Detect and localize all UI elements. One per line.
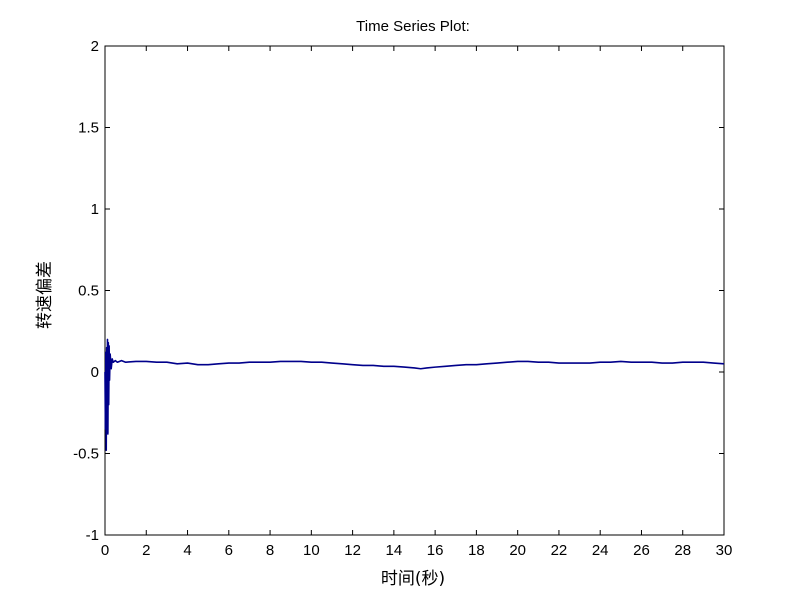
x-tick-label: 22 xyxy=(551,542,568,559)
y-tick-label: 1.5 xyxy=(78,120,99,137)
chart-title: Time Series Plot: xyxy=(356,18,470,35)
x-tick-label: 20 xyxy=(509,542,526,559)
x-tick-label: 28 xyxy=(674,542,691,559)
x-tick-label: 18 xyxy=(468,542,485,559)
y-tick-label: 0 xyxy=(91,364,99,381)
y-tick-label: 1 xyxy=(91,201,99,218)
x-tick-label: 30 xyxy=(716,542,733,559)
y-axis-label: 转速偏差 xyxy=(35,261,55,329)
y-tick-label: 0.5 xyxy=(78,283,99,300)
x-tick-label: 26 xyxy=(633,542,650,559)
x-tick-label: 14 xyxy=(386,542,403,559)
y-tick-label: 2 xyxy=(91,38,99,55)
x-tick-label: 24 xyxy=(592,542,609,559)
x-axis-label: 时间(秒) xyxy=(381,569,445,589)
x-tick-label: 6 xyxy=(225,542,233,559)
plot-area: 0 2 4 6 8 10 12 14 16 18 20 22 24 26 28 30-1-0.500.511.… xyxy=(73,38,732,559)
x-tick-label: 4 xyxy=(183,542,191,559)
x-tick-label: 10 xyxy=(303,542,320,559)
x-tick-label: 2 xyxy=(142,542,150,559)
data-series-line xyxy=(104,338,725,452)
x-tick-label: 8 xyxy=(266,542,274,559)
y-tick-label: -1 xyxy=(86,527,99,544)
y-tick-label: -0.5 xyxy=(73,446,99,463)
x-tick-label: 0 xyxy=(101,542,109,559)
x-tick-label: 16 xyxy=(427,542,444,559)
x-tick-label: 12 xyxy=(344,542,361,559)
